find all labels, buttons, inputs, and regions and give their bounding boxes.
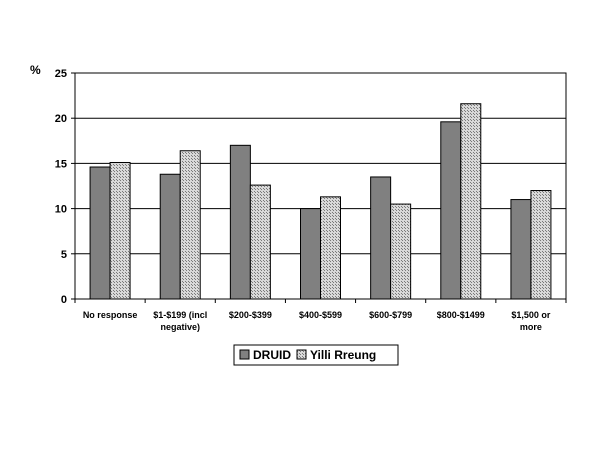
bar-druid (510, 199, 532, 300)
bar-druid (300, 208, 321, 300)
bar-druid (370, 176, 392, 300)
legend: DRUID Yilli Rreung (233, 344, 399, 366)
x-category-label: $600-$799 (369, 310, 412, 320)
bar-druid (159, 173, 181, 300)
legend-label-yilli-rreung: Yilli Rreung (310, 348, 376, 362)
x-category-label: more (520, 322, 542, 332)
x-category-label: $1-$199 (incl (153, 310, 207, 320)
axes (71, 72, 567, 303)
y-tick-label: 15 (55, 158, 67, 170)
x-category-label: $1,500 or (511, 310, 551, 320)
x-category-label: $400-$599 (299, 310, 342, 320)
y-axis-unit-label: % (30, 63, 41, 77)
bar-yilli-rreung (320, 196, 341, 300)
y-tick-label: 0 (61, 294, 67, 306)
bar-yilli-rreung (249, 184, 271, 300)
y-tick-label: 25 (55, 68, 67, 80)
y-tick-label: 10 (55, 204, 67, 216)
x-category-label: $200-$399 (229, 310, 272, 320)
y-tick-label: 5 (61, 249, 67, 261)
bar-yilli-rreung (109, 161, 131, 300)
bars (89, 103, 552, 300)
y-tick-labels: 0 5 10 15 20 25 (55, 68, 67, 306)
legend-label-druid: DRUID (253, 348, 291, 362)
bar-yilli-rreung (530, 190, 552, 300)
bar-yilli-rreung (179, 150, 201, 300)
x-tick-labels: No response $1-$199 (incl negative) $200-$3… (83, 310, 551, 332)
y-tick-label: 20 (55, 113, 67, 125)
legend-box (233, 344, 399, 366)
plot-area-border (74, 72, 567, 300)
x-category-label: No response (83, 310, 138, 320)
bar-druid (440, 121, 462, 300)
bar-druid (89, 166, 111, 300)
bar-druid (229, 144, 251, 300)
x-category-label: negative) (160, 322, 200, 332)
legend-swatch-druid (239, 349, 250, 360)
bar-yilli-rreung (460, 103, 482, 300)
legend-swatch-yilli-rreung (296, 349, 307, 360)
x-category-label: $800-$1499 (437, 310, 485, 320)
bar-yilli-rreung (390, 203, 412, 300)
